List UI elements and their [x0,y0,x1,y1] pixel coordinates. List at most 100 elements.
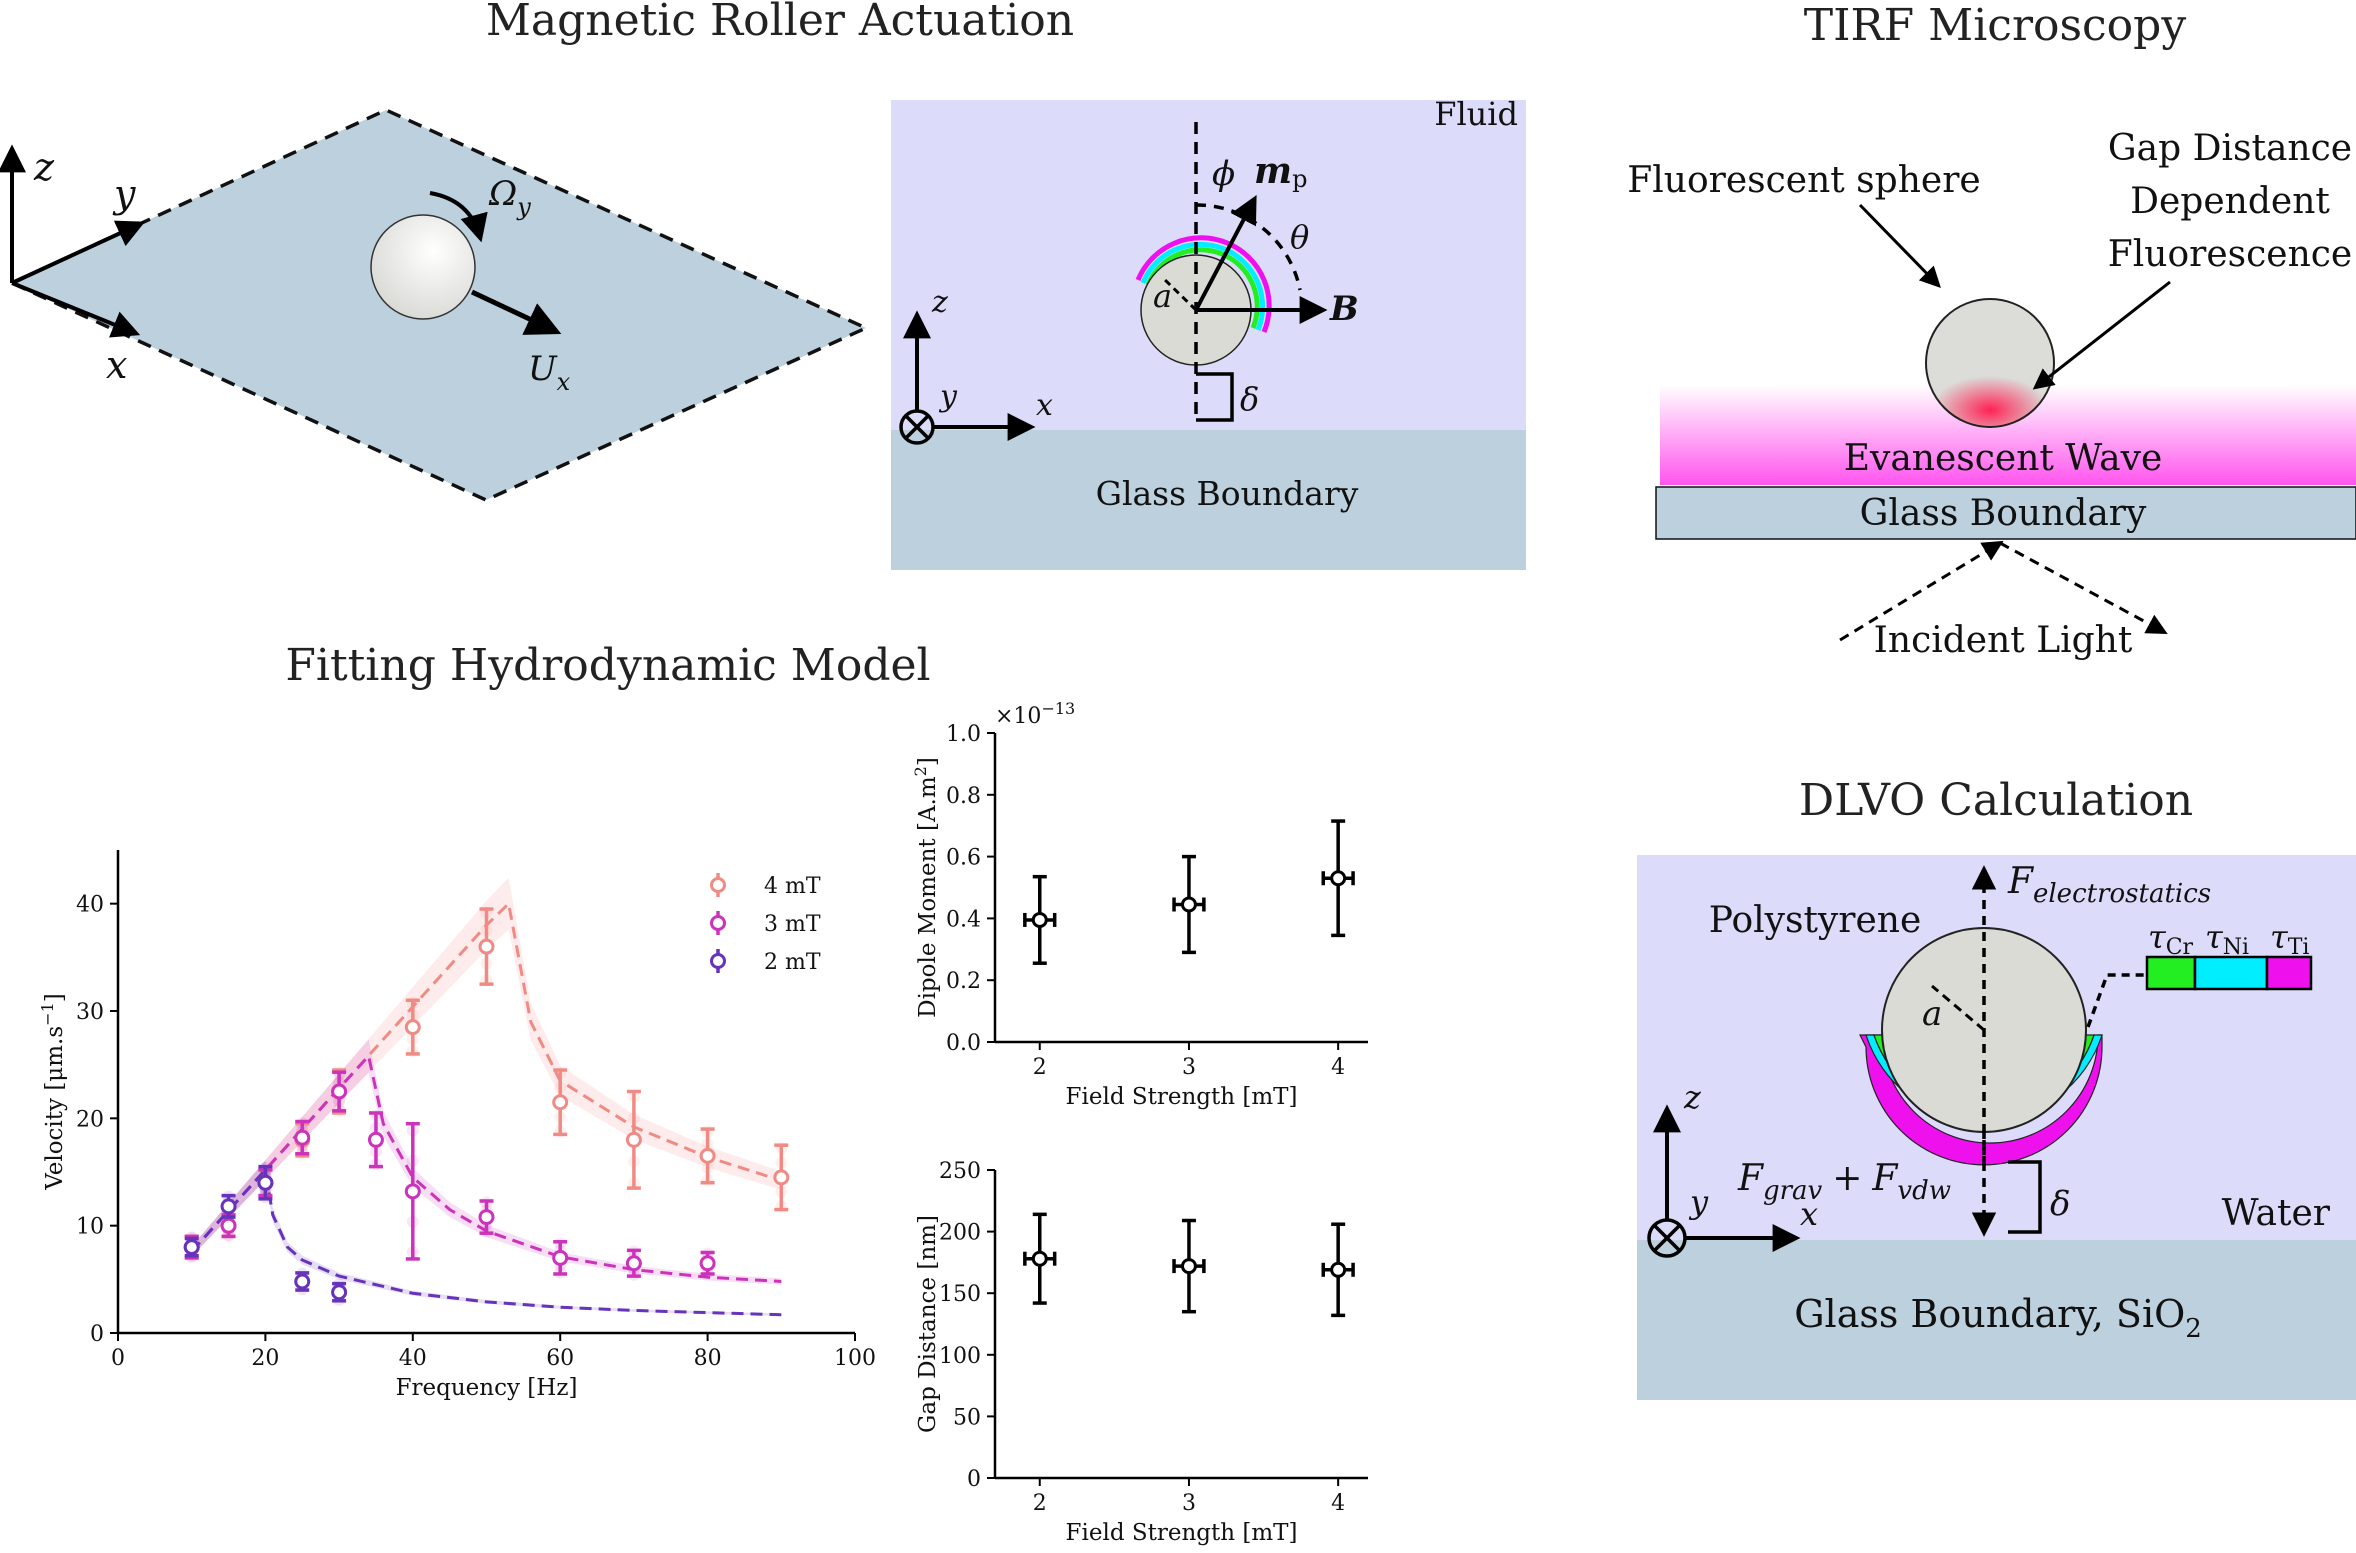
coating-ti [1135,235,1272,333]
layer-pointer [2086,973,2147,1028]
dlvo-glass [1637,1240,2356,1400]
delta-bracket [1196,372,1234,422]
dlvo-delta-label: δ [2050,1184,2070,1224]
data-point [1031,1250,1048,1267]
moment-label: mp [1254,150,1307,193]
sphere-pointer [1858,203,1941,289]
coating-ni [1140,241,1266,331]
y-tick-label: 0 [967,1467,981,1492]
fluorescence-glow [1930,376,2050,427]
fit-confidence-band [191,1160,782,1316]
x-axis-label: Frequency [Hz] [396,1375,578,1401]
glass-label: Glass Boundary [1096,474,1359,513]
layer-ti [1859,1034,2103,1166]
y-tick-label: 30 [76,1000,104,1025]
y-tick-label: 0.8 [946,784,981,809]
data-point [294,1273,311,1290]
y-tick-label: 1.0 [946,722,981,747]
moment-arrow [1194,195,1257,311]
axis-z-label: z [33,145,55,189]
roller-sphere [370,214,476,320]
roller-plane-panel: z y x Ωy Ux [0,108,871,502]
gap-label-3: Fluorescence [2108,234,2352,275]
tau-cr-label: τCr [2148,918,2194,960]
x-axis-label: Field Strength [mT] [1066,1084,1298,1110]
fit-line [190,1052,782,1283]
data-point [478,938,495,955]
data-point [1330,870,1347,887]
legend-swatch-cr [2145,955,2197,991]
data-point [331,1284,348,1301]
force-down-label: Fgrav + Fvdw [1737,1158,1951,1206]
velocity-arrow [470,289,562,335]
tirf-panel: Fluorescent sphere Gap Distance Dependen… [1627,128,2356,661]
y-tick-label: 40 [76,893,104,918]
tirf-glass-label: Glass Boundary [1860,493,2147,534]
glass-region [891,430,1526,570]
velocity-label: Ux [528,349,571,396]
x-tick-label: 0 [111,1346,125,1371]
axis-y-label: y [112,172,136,216]
data-point [220,1198,237,1215]
legend-label: 4 mT [764,874,821,899]
x-tick-label: 4 [1331,1055,1345,1080]
data-point [625,1131,642,1148]
y-tick-label: 250 [939,1159,981,1184]
water-label: Water [2222,1193,2331,1234]
legend-marker [710,877,726,893]
y-tick-label: 0.0 [946,1031,981,1056]
dlvo-axis-x-label: x [1800,1195,1818,1233]
x-tick-label: 80 [694,1346,722,1371]
theta-label: θ [1290,218,1309,256]
axis-multiplier: ×10−13 [995,699,1075,729]
reflected-beam [1999,541,2168,635]
roller-title: Magnetic Roller Actuation [486,0,1074,46]
data-point [367,1131,384,1148]
wave-label: Evanescent Wave [1844,438,2163,479]
legend-swatch-ni [2193,955,2269,991]
data-point [699,1147,716,1164]
data-point [404,1183,421,1200]
y-tick-label: 150 [939,1282,981,1307]
dlvo-axis-z-label: z [1683,1078,1702,1116]
tirf-glass [1655,486,2356,540]
y-axis-label: Dipole Moment [A.m2] [911,757,941,1018]
x-tick-label: 20 [251,1346,279,1371]
data-point [699,1255,716,1272]
x-tick-label: 100 [834,1346,876,1371]
gap-label-1: Gap Distance [2108,128,2352,169]
dipole-chart: 2 3 4 0.0 0.2 0.4 0.6 0.8 1.0 Field Strength [mT]… [911,699,1368,1110]
axis-y-label: y [938,379,958,414]
legend-label: 3 mT [764,912,821,937]
axis-z-label: z [931,285,948,320]
x-axis-label: Field Strength [mT] [1066,1520,1298,1546]
gap-label-2: Dependent [2130,181,2330,222]
tau-ni-label: τNi [2205,918,2249,960]
legend-marker [710,915,726,931]
legend-swatch-ti [2265,955,2313,991]
dlvo-title: DLVO Calculation [1799,775,2193,826]
data-point [257,1174,274,1191]
x-tick-label: 4 [1331,1491,1345,1516]
y-tick-label: 10 [76,1215,104,1240]
roller-side-panel: Fluid Glass Boundary ϕ mp θ B a δ z y x [891,95,1526,570]
data-point [552,1249,569,1266]
axis-x-arrow [11,281,141,338]
field-label: B [1329,289,1359,329]
y-tick-label: 50 [953,1405,981,1430]
radius-dashed [1161,276,1198,312]
fluorescence-pointer [2032,280,2171,390]
x-tick-label: 40 [399,1346,427,1371]
axis-x-label: x [106,343,127,387]
y-tick-label: 200 [939,1221,981,1246]
y-tick-label: 0.6 [946,846,981,871]
legend-marker [710,953,726,969]
data-point [552,1094,569,1111]
data-point [183,1239,200,1256]
electrostatic-label: Felectrostatics [2007,861,2211,909]
dlvo-radius [1931,984,1985,1032]
data-point [331,1083,348,1100]
dlvo-glass-label: Glass Boundary, SiO2 [1794,1292,2202,1344]
velocity-chart: 0 20 40 60 80 100 0 10 20 30 40 Frequency [Hz] Veloc… [38,850,876,1401]
